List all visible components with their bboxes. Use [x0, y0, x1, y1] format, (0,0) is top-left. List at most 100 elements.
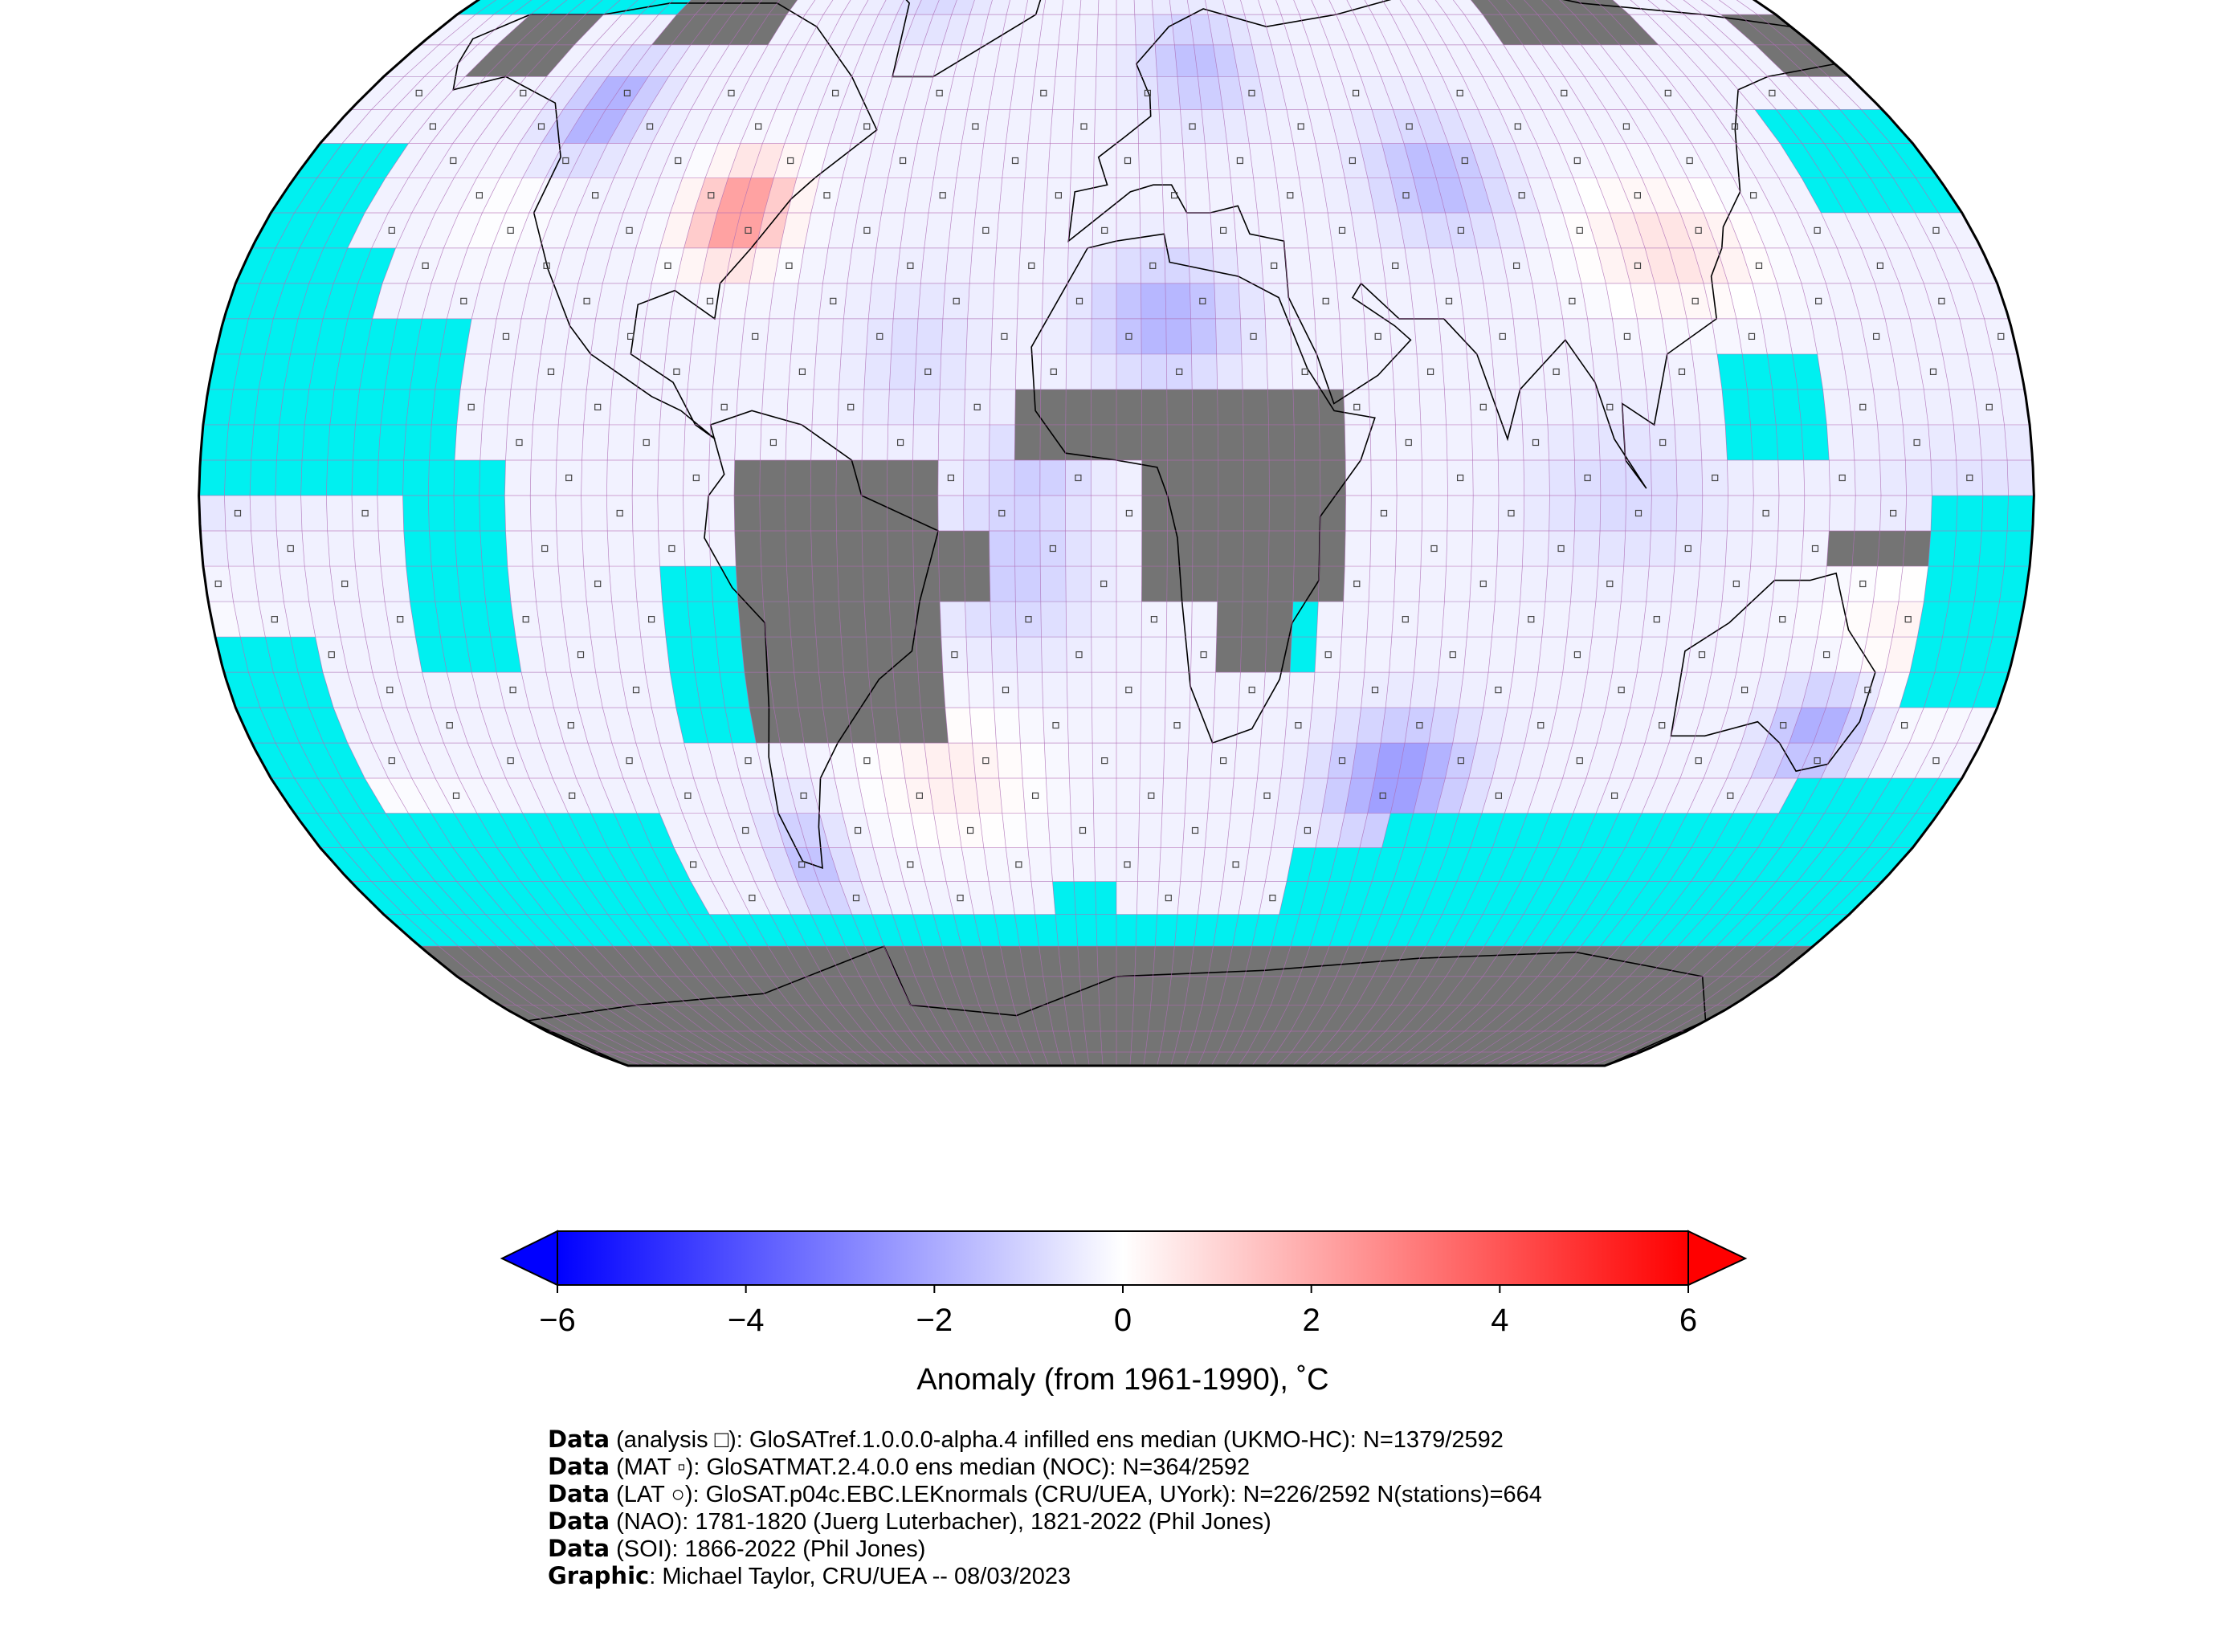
grid-cell	[1472, 460, 1499, 496]
grid-cell	[659, 566, 688, 602]
grid-cell	[626, 247, 660, 283]
grid-cell	[1520, 389, 1548, 425]
grid-cell	[1452, 247, 1483, 283]
grid-cell	[594, 1031, 650, 1052]
grid-cell	[851, 743, 882, 778]
grid-cell	[1341, 602, 1369, 638]
grid-cell	[419, 743, 459, 778]
grid-cell	[1510, 1031, 1560, 1052]
grid-cell	[1186, 743, 1213, 778]
grid-cell	[1545, 566, 1573, 602]
grid-cell	[1414, 637, 1443, 673]
grid-cell	[419, 213, 459, 248]
grid-cell	[1606, 672, 1638, 708]
grid-cell	[475, 847, 521, 882]
grid-cell	[482, 389, 511, 425]
grid-cell	[1293, 813, 1322, 848]
grid-cell	[912, 531, 939, 566]
grid-cell	[403, 425, 432, 460]
grid-cell	[531, 531, 559, 566]
grid-cell	[1480, 1005, 1528, 1031]
grid-cell	[1190, 672, 1216, 708]
grid-cell	[1666, 881, 1712, 915]
grid-cell	[555, 496, 582, 531]
grid-cell	[1541, 847, 1581, 882]
grid-cell	[1451, 1031, 1497, 1052]
grid-cell	[1978, 531, 2008, 566]
grid-cell	[734, 425, 761, 460]
grid-cell	[1015, 602, 1042, 638]
grid-cell	[555, 460, 582, 496]
grid-cell	[1496, 425, 1524, 460]
grid-cell	[1020, 743, 1047, 778]
grid-cell	[1691, 813, 1733, 848]
grid-cell	[744, 283, 774, 319]
grid-cell	[1742, 602, 1773, 638]
grid-cell	[478, 881, 527, 915]
grid-cell	[1671, 566, 1700, 602]
grid-cell	[941, 637, 968, 673]
grid-cell	[2007, 460, 2034, 496]
colorbar: −6 −4 −2 0 2 4 6 Anomaly (from 1961-1990), ˚C	[500, 1230, 1748, 1397]
grid-cell	[1447, 460, 1474, 496]
grid-cell	[1422, 1031, 1465, 1052]
grid-cell	[1239, 881, 1266, 915]
grid-cell	[512, 976, 568, 1005]
grid-cell	[435, 778, 477, 814]
grid-cell	[1916, 778, 1962, 814]
grid-cell	[549, 976, 602, 1005]
grid-cell	[645, 672, 676, 708]
grid-cell	[1279, 1052, 1306, 1066]
grid-cell	[1577, 1052, 1627, 1066]
grid-cell	[284, 353, 316, 390]
grid-cell	[1788, 881, 1840, 915]
grid-cell	[353, 531, 381, 566]
grid-cell	[640, 637, 671, 673]
grid-cell	[749, 708, 781, 744]
grid-cell	[790, 914, 826, 947]
credit-text: (SOI): 1866-2022 (Phil Jones)	[610, 1536, 926, 1562]
grid-cell	[967, 881, 994, 915]
grid-cell	[1463, 637, 1492, 673]
grid-cell	[897, 1052, 927, 1066]
grid-cell	[562, 1031, 621, 1052]
grid-cell	[942, 672, 970, 708]
grid-cell	[1267, 602, 1293, 638]
grid-cell	[989, 881, 1015, 915]
grid-cell	[454, 496, 480, 531]
grid-cell	[1520, 847, 1559, 882]
grid-cell	[842, 1005, 879, 1031]
grid-cell	[1621, 566, 1650, 602]
grid-cell	[1316, 602, 1344, 638]
grid-cell	[371, 881, 425, 915]
grid-cell	[1567, 353, 1596, 390]
grid-cell	[1182, 813, 1208, 848]
grid-cell	[790, 637, 819, 673]
grid-cell	[998, 778, 1026, 814]
grid-cell	[1933, 708, 1973, 744]
grid-cell	[587, 914, 633, 947]
grid-cell	[945, 708, 973, 744]
grid-cell	[259, 708, 300, 744]
grid-cell	[507, 566, 537, 602]
grid-cell	[915, 976, 945, 1005]
grid-cell	[1357, 247, 1386, 283]
grid-cell	[1401, 1052, 1438, 1066]
grid-cell	[1116, 1031, 1132, 1052]
grid-cell	[251, 743, 295, 778]
grid-cell	[377, 496, 404, 531]
grid-cell	[1320, 1031, 1354, 1052]
grid-cell	[1177, 881, 1202, 915]
grid-cell	[1959, 318, 1993, 354]
grid-cell	[1564, 1052, 1613, 1066]
grid-cell	[1006, 847, 1031, 882]
grid-cell	[1537, 637, 1567, 673]
grid-cell	[1210, 213, 1237, 248]
grid-cell	[1257, 743, 1285, 778]
grid-cell	[1861, 247, 1900, 283]
grid-cell	[284, 708, 324, 744]
grid-cell	[768, 976, 808, 1005]
grid-cell	[1492, 602, 1520, 638]
grid-cell	[1091, 566, 1116, 602]
grid-cell	[504, 247, 541, 283]
